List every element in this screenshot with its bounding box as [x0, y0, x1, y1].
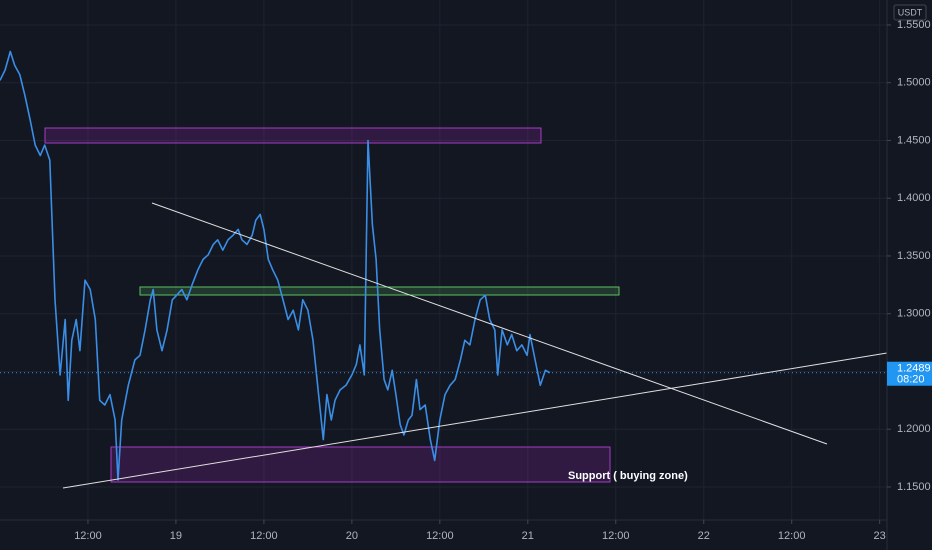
support-zone — [110, 446, 611, 483]
y-tick-label: 1.2000 — [897, 423, 931, 435]
y-tick-label: 1.5500 — [897, 19, 931, 31]
y-tick-label: 1.1500 — [897, 481, 931, 493]
x-tick-label: 21 — [522, 530, 534, 542]
grid — [0, 0, 887, 520]
x-tick-label: 12:00 — [778, 530, 806, 542]
x-tick-label: 22 — [698, 530, 710, 542]
last-price-box — [887, 361, 932, 386]
currency-box — [893, 4, 927, 21]
trend-line-up — [62, 352, 888, 489]
y-tick-label: 1.4000 — [897, 192, 931, 204]
axes: 1.15001.20001.25001.30001.35001.40001.45… — [74, 19, 932, 542]
plot — [0, 50, 887, 481]
resistance-zone — [44, 127, 542, 144]
y-tick-label: 1.3000 — [897, 308, 931, 320]
y-tick-label: 1.4500 — [897, 134, 931, 146]
trend-line-down — [151, 202, 828, 445]
countdown: 08:20 — [897, 374, 925, 386]
x-tick-label: 12:00 — [426, 530, 454, 542]
x-tick-label: 12:00 — [602, 530, 630, 542]
x-tick-label: 23 — [874, 530, 886, 542]
currency: USDT — [898, 7, 923, 17]
y-tick-label: 1.3500 — [897, 250, 931, 262]
price-line — [0, 50, 551, 481]
x-tick-label: 12:00 — [74, 530, 102, 542]
x-tick-label: 20 — [346, 530, 358, 542]
x-tick-label: 19 — [170, 530, 182, 542]
y-tick-label: 1.5000 — [897, 77, 931, 89]
x-tick-label: 12:00 — [250, 530, 278, 542]
mid-zone — [139, 286, 620, 296]
last-price-label: 1.2489 — [897, 363, 931, 375]
annotation: Support ( buying zone) — [568, 470, 688, 482]
